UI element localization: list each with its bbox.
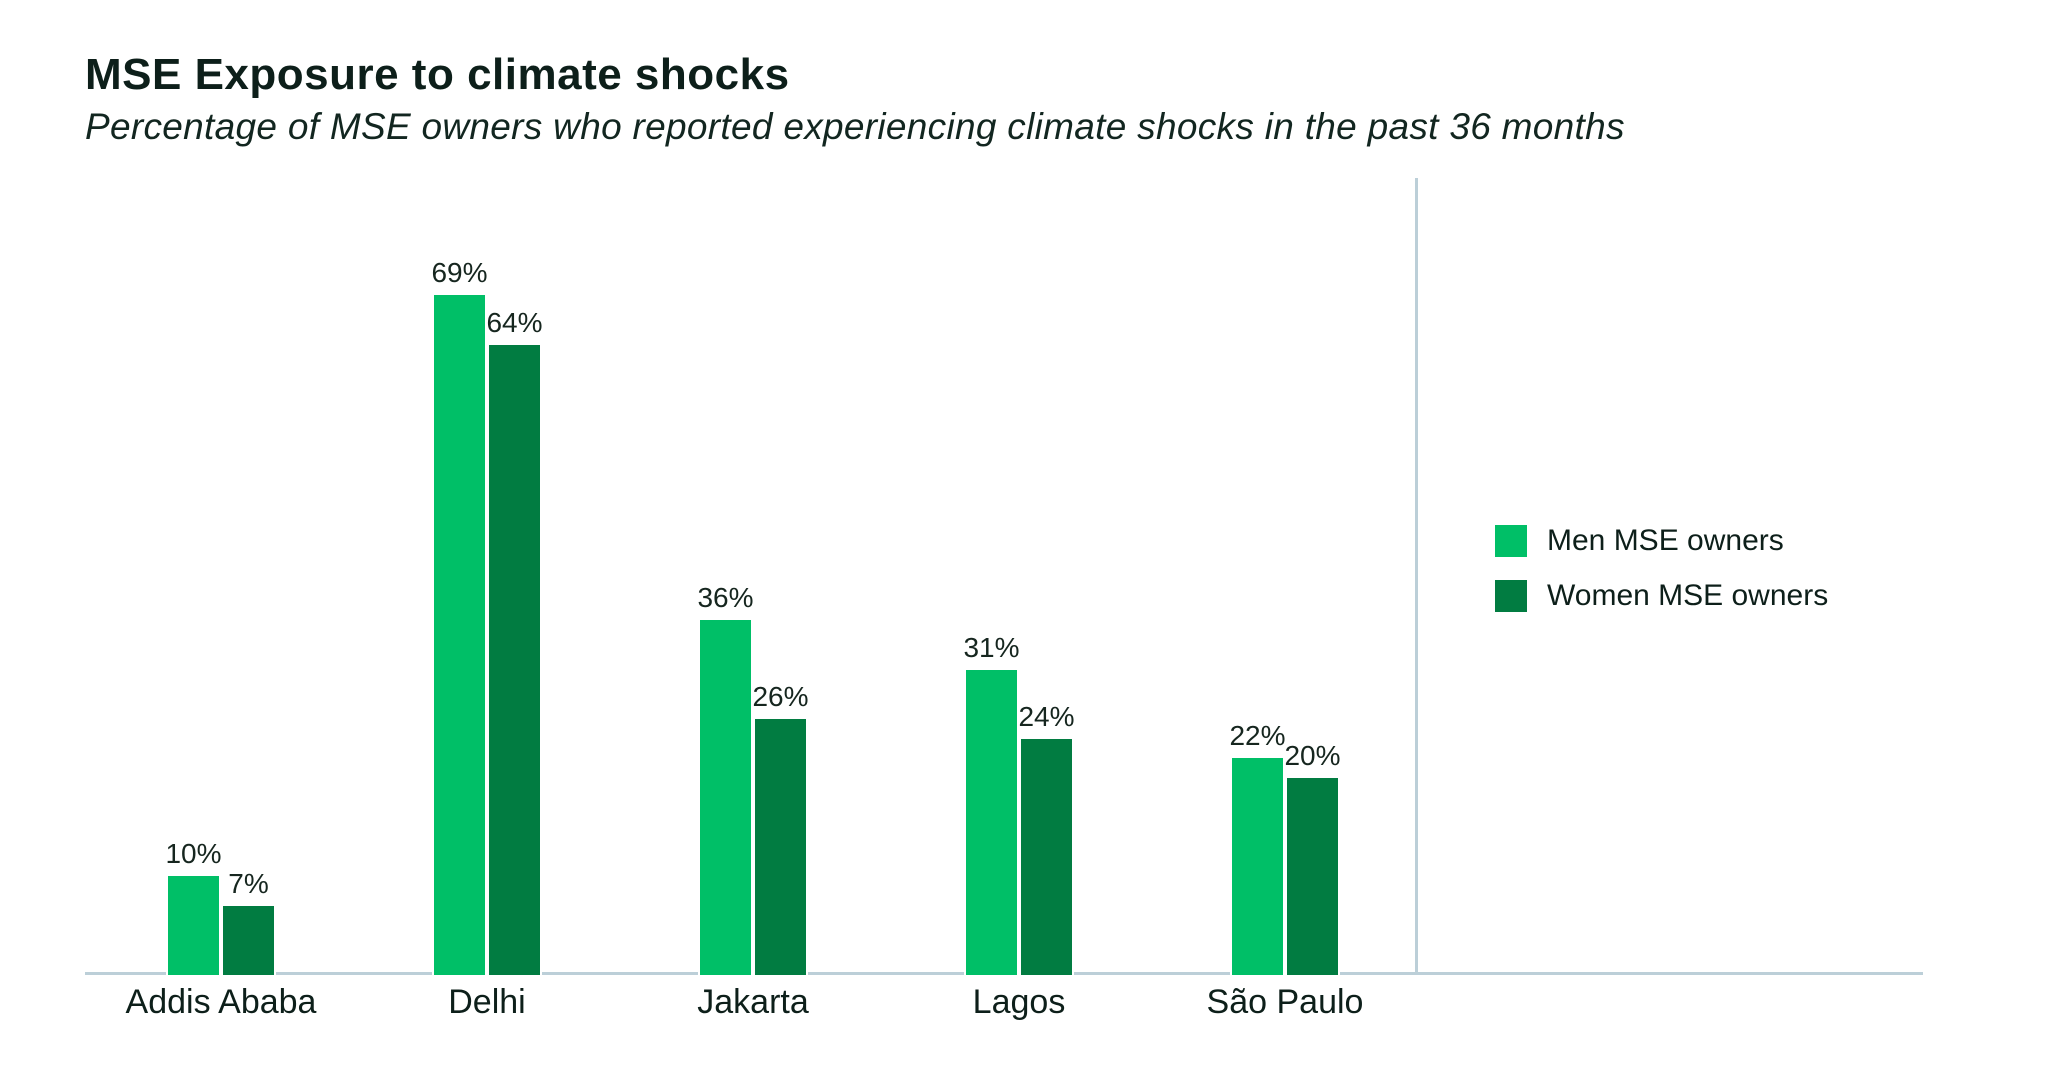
category-label: Jakarta <box>697 983 809 1021</box>
value-label: 26% <box>752 681 809 712</box>
value-label: 10% <box>165 838 222 869</box>
bar-men <box>700 620 751 975</box>
bar-women <box>489 345 540 975</box>
chart-subtitle: Percentage of MSE owners who reported ex… <box>85 106 1625 147</box>
value-label: 31% <box>963 632 1020 663</box>
value-label: 64% <box>486 307 543 338</box>
value-label: 20% <box>1284 740 1341 771</box>
legend-swatch <box>1495 525 1527 557</box>
legend-swatch <box>1495 580 1527 612</box>
right-axis-line <box>1415 178 1418 975</box>
bar-men <box>168 876 219 975</box>
legend-item-women: Women MSE owners <box>1495 579 1829 612</box>
bar-women <box>1287 778 1338 975</box>
bar-men <box>966 670 1017 975</box>
legend-item-men: Men MSE owners <box>1495 524 1828 557</box>
chart-title: MSE Exposure to climate shocks <box>85 50 790 99</box>
category-label: Addis Ababa <box>125 983 317 1021</box>
category-label: São Paulo <box>1206 983 1364 1021</box>
value-label: 36% <box>697 582 754 613</box>
bar-women <box>1021 739 1072 975</box>
category-label: Lagos <box>972 983 1066 1021</box>
value-label: 7% <box>228 868 269 899</box>
bar-women <box>755 719 806 975</box>
value-label: 24% <box>1018 701 1075 732</box>
bar-men <box>434 295 485 975</box>
bar-women <box>223 906 274 975</box>
value-label: 22% <box>1229 720 1286 751</box>
legend-label: Men MSE owners <box>1547 524 1784 557</box>
value-label: 69% <box>431 257 488 288</box>
legend-label: Women MSE owners <box>1547 579 1829 612</box>
category-label: Delhi <box>448 983 526 1021</box>
bar-men <box>1232 758 1283 975</box>
legend: Men MSE owners Women MSE owners <box>1495 524 1829 635</box>
